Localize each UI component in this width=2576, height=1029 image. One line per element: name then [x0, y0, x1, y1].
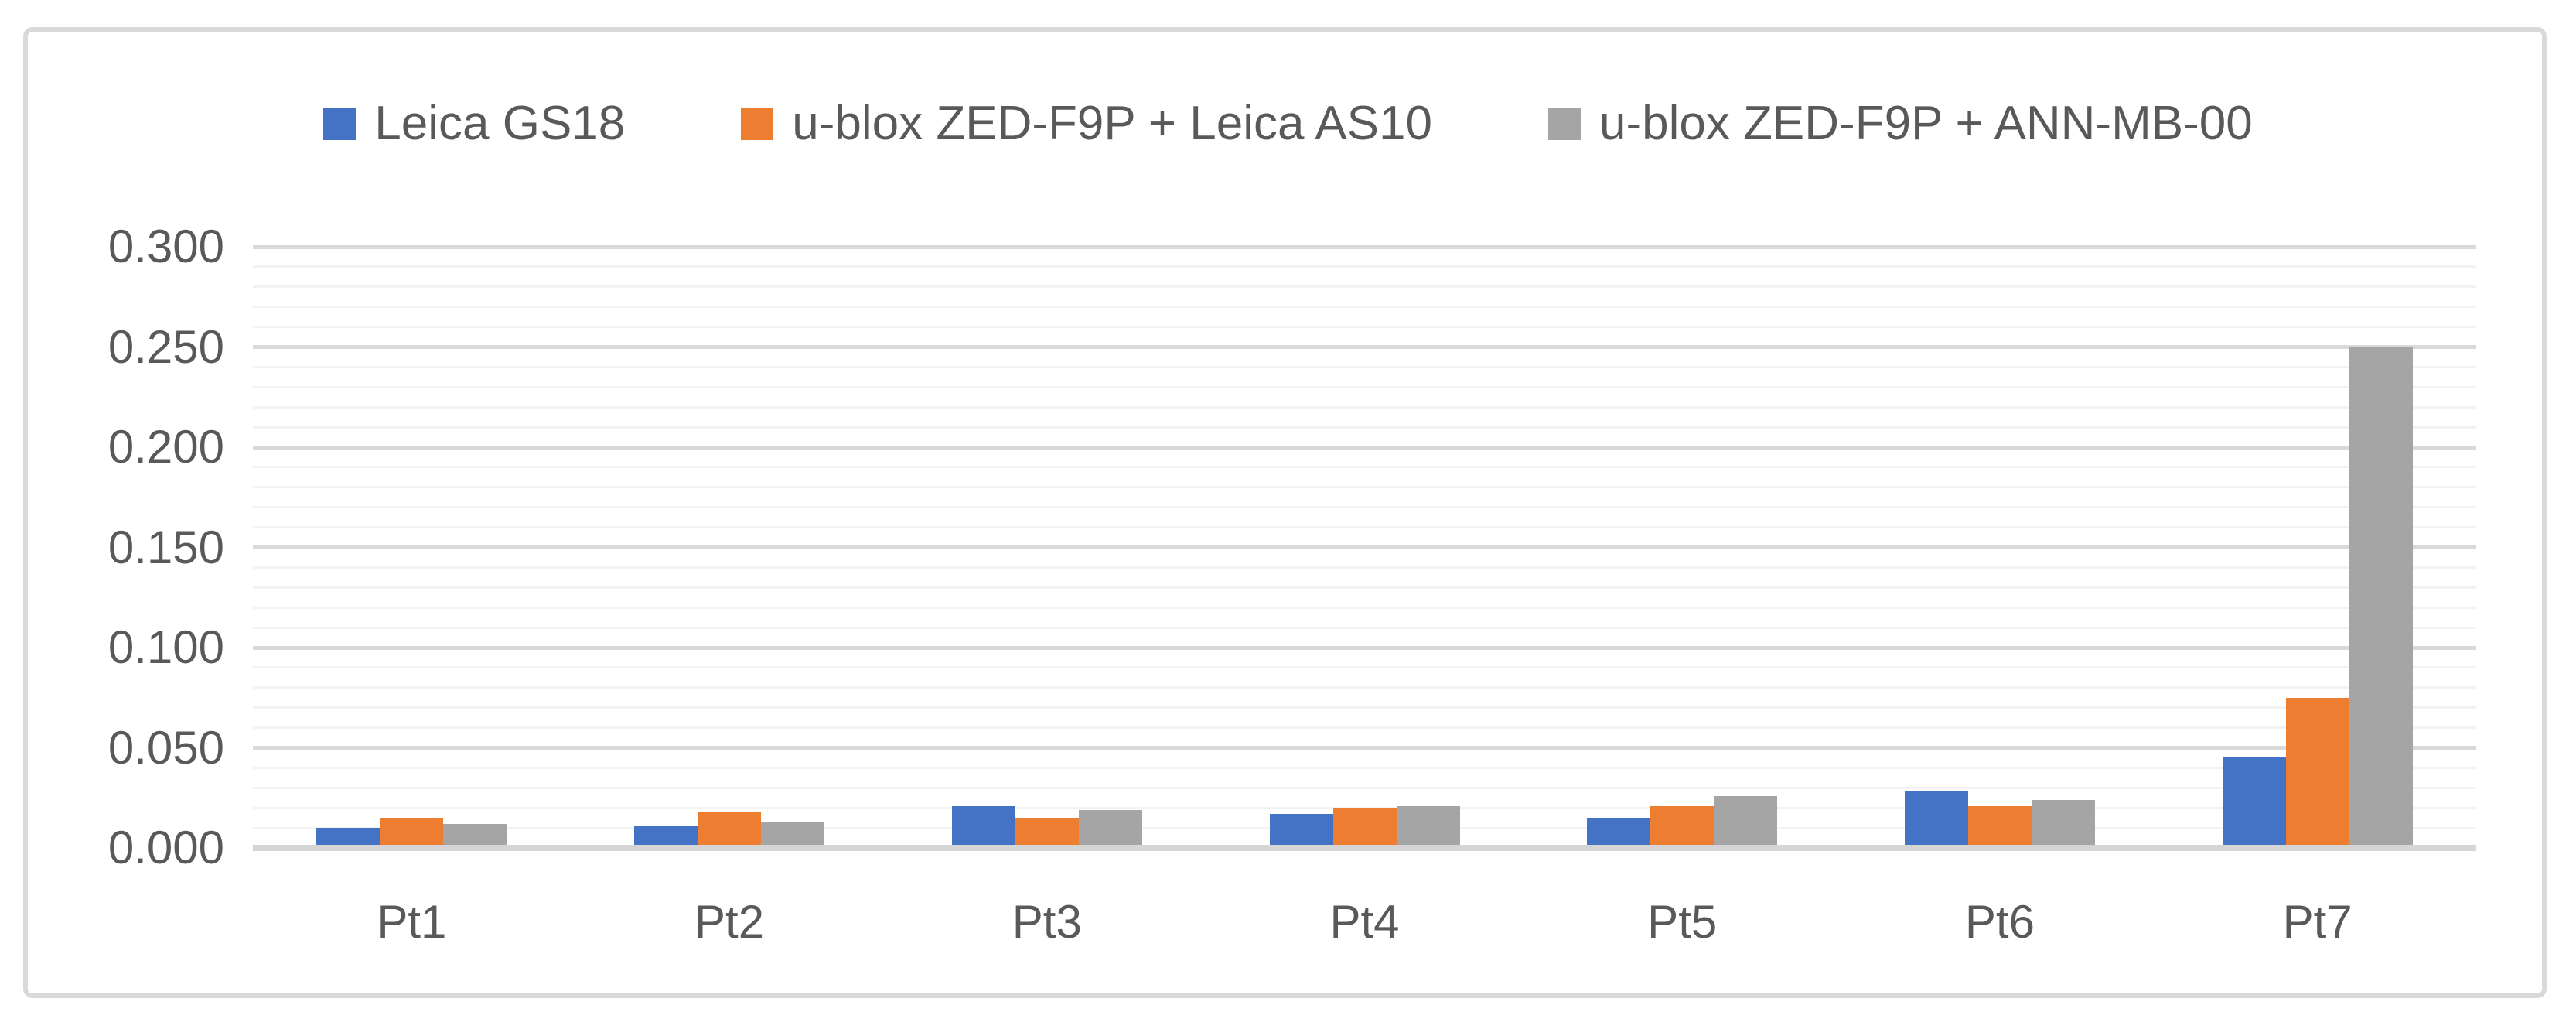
minor-gridline — [253, 486, 2476, 489]
legend-label: u-blox ZED-F9P + Leica AS10 — [792, 97, 1432, 150]
minor-gridline — [253, 426, 2476, 429]
bar-pt1-series-2 — [380, 818, 444, 848]
x-tick-label: Pt1 — [377, 896, 447, 948]
x-tick-label: Pt7 — [2282, 896, 2353, 948]
bar-pt5-series-3 — [1714, 795, 1778, 848]
bar-pt2-series-1 — [634, 826, 698, 848]
minor-gridline — [253, 265, 2476, 268]
chart-legend: Leica GS18 u-blox ZED-F9P + Leica AS10 u… — [0, 79, 2576, 169]
y-tick-label: 0.000 — [107, 822, 224, 873]
minor-gridline — [253, 405, 2476, 409]
bar-pt3-series-2 — [1015, 818, 1079, 848]
minor-gridline — [253, 626, 2476, 629]
bar-pt3-series-1 — [951, 805, 1015, 848]
minor-gridline — [253, 726, 2476, 730]
bar-pt5-series-1 — [1587, 818, 1651, 848]
minor-gridline — [253, 526, 2476, 529]
x-tick-label: Pt6 — [1964, 896, 2035, 948]
bar-pt2-series-3 — [761, 822, 825, 848]
x-tick-label: Pt2 — [694, 896, 765, 948]
legend-item-leica-gs18: Leica GS18 — [323, 100, 625, 148]
minor-gridline — [253, 385, 2476, 388]
legend-swatch-gray-icon — [1547, 108, 1581, 140]
major-gridline — [253, 244, 2476, 249]
x-tick-label: Pt4 — [1329, 896, 1400, 948]
minor-gridline — [253, 506, 2476, 509]
bar-pt4-series-3 — [1396, 805, 1460, 848]
bar-pt7-series-1 — [2222, 757, 2286, 848]
minor-gridline — [253, 586, 2476, 589]
minor-gridline — [253, 285, 2476, 289]
bar-pt1-series-3 — [443, 823, 507, 848]
minor-gridline — [253, 606, 2476, 609]
legend-label: Leica GS18 — [374, 97, 626, 150]
y-tick-label: 0.150 — [107, 521, 224, 573]
bar-pt5-series-2 — [1650, 805, 1714, 848]
plot-area — [253, 244, 2476, 851]
minor-gridline — [253, 326, 2476, 329]
bar-pt3-series-3 — [1078, 809, 1142, 848]
y-tick-label: 0.300 — [107, 220, 224, 272]
x-axis-line — [253, 845, 2476, 851]
legend-swatch-blue-icon — [323, 108, 357, 140]
legend-label: u-blox ZED-F9P + ANN-MB-00 — [1598, 97, 2253, 150]
minor-gridline — [253, 786, 2476, 789]
y-tick-label: 0.200 — [107, 421, 224, 473]
major-gridline — [253, 746, 2476, 750]
bar-pt4-series-2 — [1332, 808, 1397, 848]
minor-gridline — [253, 306, 2476, 309]
x-tick-label: Pt3 — [1012, 896, 1082, 948]
minor-gridline — [253, 666, 2476, 669]
legend-item-ublox-leica-as10: u-blox ZED-F9P + Leica AS10 — [741, 100, 1432, 148]
major-gridline — [253, 545, 2476, 549]
bar-pt7-series-3 — [2349, 347, 2413, 848]
minor-gridline — [253, 466, 2476, 469]
bar-pt4-series-1 — [1269, 813, 1333, 848]
y-tick-label: 0.050 — [107, 721, 224, 774]
bar-pt7-series-2 — [2285, 697, 2349, 848]
minor-gridline — [253, 706, 2476, 709]
minor-gridline — [253, 686, 2476, 689]
y-tick-label: 0.100 — [107, 621, 224, 673]
y-tick-label: 0.250 — [107, 320, 224, 373]
bar-pt6-series-1 — [1904, 791, 1968, 848]
minor-gridline — [253, 566, 2476, 569]
major-gridline — [253, 645, 2476, 650]
major-gridline — [253, 445, 2476, 450]
major-gridline — [253, 345, 2476, 349]
bar-pt2-series-2 — [698, 812, 762, 848]
x-tick-label: Pt5 — [1647, 896, 1718, 948]
minor-gridline — [253, 766, 2476, 769]
bar-pt6-series-2 — [1967, 805, 2032, 848]
bar-pt6-series-3 — [2031, 799, 2095, 848]
legend-swatch-orange-icon — [741, 108, 774, 140]
legend-item-ublox-ann-mb-00: u-blox ZED-F9P + ANN-MB-00 — [1547, 97, 2253, 150]
minor-gridline — [253, 365, 2476, 368]
bar-pt1-series-1 — [316, 828, 380, 848]
